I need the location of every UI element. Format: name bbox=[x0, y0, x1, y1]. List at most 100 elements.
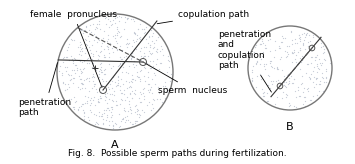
Point bbox=[119, 118, 125, 120]
Point bbox=[262, 46, 268, 49]
Point bbox=[136, 76, 142, 79]
Point bbox=[129, 18, 134, 21]
Point bbox=[157, 92, 162, 94]
Point bbox=[266, 74, 271, 77]
Text: B: B bbox=[286, 122, 294, 132]
Point bbox=[70, 77, 76, 80]
Point bbox=[86, 28, 92, 31]
Point bbox=[105, 18, 111, 21]
Point bbox=[136, 36, 142, 39]
Point bbox=[105, 33, 110, 36]
Point bbox=[116, 31, 122, 34]
Point bbox=[142, 75, 147, 78]
Point bbox=[297, 39, 303, 42]
Point bbox=[65, 82, 71, 85]
Point bbox=[103, 16, 109, 18]
Point bbox=[125, 38, 130, 40]
Point bbox=[117, 102, 122, 105]
Point bbox=[81, 102, 86, 105]
Point bbox=[81, 67, 86, 70]
Point bbox=[308, 73, 314, 76]
Point bbox=[111, 73, 117, 76]
Point bbox=[320, 45, 326, 48]
Point bbox=[90, 74, 96, 77]
Point bbox=[137, 50, 143, 52]
Point bbox=[279, 41, 285, 44]
Point bbox=[117, 55, 123, 58]
Point bbox=[97, 95, 103, 98]
Point bbox=[162, 85, 167, 88]
Point bbox=[91, 113, 97, 115]
Point bbox=[317, 83, 322, 86]
Point bbox=[110, 100, 116, 102]
Point bbox=[267, 50, 273, 52]
Point bbox=[84, 77, 89, 79]
Point bbox=[92, 122, 98, 125]
Point bbox=[140, 56, 146, 58]
Point bbox=[110, 125, 116, 127]
Point bbox=[70, 106, 75, 109]
Point bbox=[143, 25, 149, 28]
Point bbox=[75, 108, 80, 111]
Point bbox=[82, 101, 88, 104]
Point bbox=[285, 83, 290, 86]
Point bbox=[126, 64, 132, 67]
Point bbox=[134, 107, 140, 110]
Point bbox=[146, 54, 151, 57]
Point bbox=[278, 55, 284, 58]
Point bbox=[94, 22, 100, 25]
Point bbox=[299, 82, 305, 85]
Point bbox=[133, 64, 139, 66]
Point bbox=[137, 38, 142, 41]
Point bbox=[62, 89, 68, 92]
Point bbox=[150, 32, 155, 34]
Point bbox=[258, 42, 263, 45]
Point bbox=[277, 47, 282, 49]
Point bbox=[150, 46, 156, 49]
Point bbox=[95, 122, 101, 125]
Point bbox=[306, 75, 312, 78]
Point bbox=[90, 99, 96, 101]
Point bbox=[101, 112, 107, 114]
Point bbox=[166, 66, 172, 68]
Point bbox=[160, 54, 166, 56]
Point bbox=[98, 91, 104, 94]
Point bbox=[141, 28, 147, 31]
Point bbox=[64, 66, 70, 69]
Point bbox=[313, 77, 318, 79]
Point bbox=[95, 98, 100, 101]
Point bbox=[290, 51, 296, 54]
Point bbox=[309, 48, 315, 51]
Point bbox=[129, 90, 135, 93]
Point bbox=[158, 62, 164, 64]
Point bbox=[115, 49, 120, 51]
Point bbox=[148, 44, 153, 47]
Point bbox=[114, 26, 120, 29]
Point bbox=[284, 51, 290, 53]
Point bbox=[152, 74, 158, 76]
Point bbox=[116, 64, 121, 67]
Point bbox=[121, 92, 127, 95]
Point bbox=[95, 38, 101, 40]
Point bbox=[274, 79, 279, 82]
Point bbox=[78, 82, 83, 85]
Point bbox=[118, 58, 124, 61]
Point bbox=[263, 46, 269, 49]
Point bbox=[126, 72, 131, 75]
Point bbox=[132, 32, 137, 35]
Point bbox=[64, 55, 70, 58]
Point bbox=[92, 33, 97, 35]
Point bbox=[132, 79, 138, 82]
Point bbox=[274, 66, 280, 69]
Point bbox=[134, 71, 140, 73]
Point bbox=[135, 75, 141, 78]
Point bbox=[143, 46, 149, 49]
Point bbox=[258, 78, 263, 80]
Point bbox=[131, 32, 136, 34]
Point bbox=[94, 91, 100, 93]
Point bbox=[76, 109, 81, 111]
Point bbox=[68, 73, 73, 76]
Point bbox=[122, 116, 128, 118]
Point bbox=[107, 41, 113, 44]
Point bbox=[68, 78, 73, 81]
